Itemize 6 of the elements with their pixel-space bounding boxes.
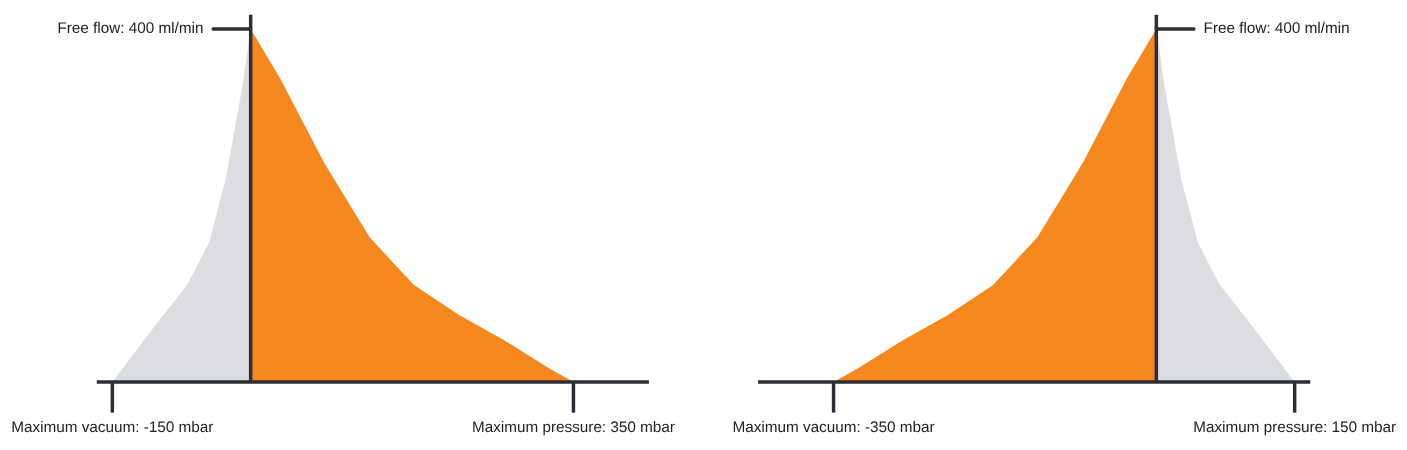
- x-tick-label: Maximum pressure: 350 mbar: [473, 420, 675, 436]
- annotation: Free flow: 400 ml/min: [58, 21, 203, 34]
- annotation: Free flow: 400 ml/min: [1204, 21, 1349, 34]
- x-tick-label: Maximum pressure: 150 mbar: [1194, 420, 1396, 436]
- x-tick-label: Maximum vacuum: -350 mbar: [733, 420, 935, 433]
- x-tick-label: Maximum vacuum: -150 mbar: [12, 420, 214, 433]
